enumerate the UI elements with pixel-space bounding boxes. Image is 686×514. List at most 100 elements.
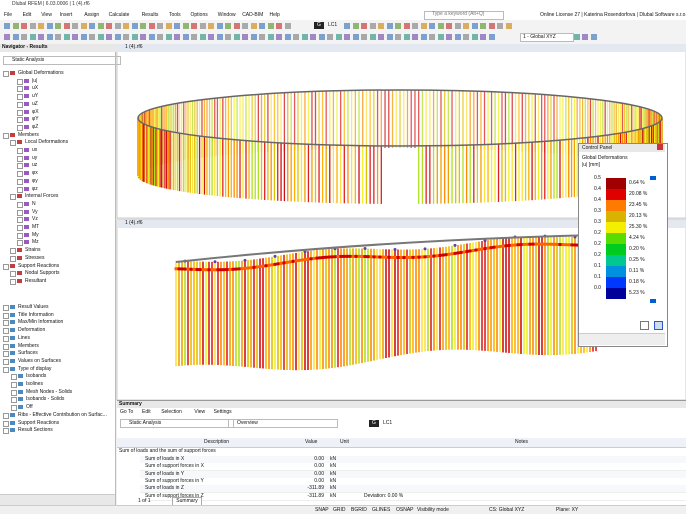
toolbar-icon[interactable] [395,23,401,29]
tree-item[interactable]: N [32,200,36,207]
toolbar-icon[interactable] [63,23,70,29]
tree-toggle[interactable] [17,86,23,93]
tree-item[interactable]: Mz [32,239,39,246]
menu-item[interactable]: Insert [59,12,73,18]
menu-item[interactable]: Help [269,12,280,18]
toolbar-icon[interactable] [395,34,401,40]
tree-item[interactable]: φY [32,116,39,123]
toolbar-icon[interactable] [55,23,61,29]
toolbar-icon[interactable] [386,23,393,29]
tree-toggle[interactable] [17,155,23,162]
toolbar-icon[interactable] [293,34,299,40]
toolbar-icon[interactable] [250,34,257,40]
toolbar-icon[interactable] [480,34,486,40]
toolbar-icon[interactable] [174,23,180,29]
tree-toggle[interactable] [3,305,9,311]
tree-toggle[interactable] [17,178,23,185]
toolbar-icon[interactable] [216,23,223,29]
tree-item[interactable]: Internal Forces [25,193,59,200]
toolbar-icon[interactable] [80,34,87,40]
toolbar-icon[interactable] [80,23,87,29]
toolbar-icon[interactable] [378,23,384,29]
tree-toggle[interactable] [10,255,16,262]
toolbar-icon[interactable] [505,23,512,29]
toolbar-icon[interactable] [352,34,359,40]
tree-item[interactable]: Local Deformations [25,139,69,146]
toolbar-icon[interactable] [199,34,206,40]
tree-item[interactable]: Vz [32,216,38,223]
toolbar-icon[interactable] [301,34,308,40]
toolbar-icon[interactable] [454,23,461,29]
tree-toggle[interactable] [10,194,16,201]
tree-item[interactable]: Title Information [18,311,54,318]
toolbar-icon[interactable] [4,34,10,40]
toolbar-icon[interactable] [29,23,36,29]
menu-item[interactable]: Calculate [108,12,130,18]
tree-toggle[interactable] [17,109,23,116]
toolbar-icon[interactable] [318,34,325,40]
analysis-select[interactable]: Static Analysis [3,56,121,65]
menu-item[interactable]: CAD-BIM [242,12,264,18]
toolbar-icon[interactable] [148,34,155,40]
toolbar-icon[interactable] [131,23,138,29]
tree-item[interactable]: Isobands - Solids [26,396,65,403]
tree-item[interactable]: uZ [32,100,38,107]
tree-toggle[interactable] [10,271,16,278]
toolbar-icon[interactable] [182,23,189,29]
toolbar-icon[interactable] [463,23,469,29]
toolbar-icon[interactable] [582,34,588,40]
menu-item[interactable]: View [41,12,52,18]
toolbar-icon[interactable] [420,34,427,40]
tree-item[interactable]: uY [32,93,39,100]
toolbar-icon[interactable] [446,34,452,40]
toolbar-icon[interactable] [157,34,163,40]
tree-item[interactable]: φx [32,170,38,177]
tree-toggle[interactable] [10,248,16,255]
toolbar-icon[interactable] [590,34,597,40]
menu-item[interactable]: Window [217,12,236,18]
tree-item[interactable]: uX [32,85,39,92]
tree-toggle[interactable] [11,389,17,396]
tree-item[interactable]: Result Values [18,304,49,310]
status-toggle[interactable]: GRID [333,507,346,513]
tree-item[interactable]: Members [18,131,39,138]
toolbar-icon[interactable] [471,23,478,29]
toolbar-icon[interactable] [429,34,435,40]
toolbar-icon[interactable] [216,34,223,40]
toolbar-icon[interactable] [131,34,138,40]
toolbar-icon[interactable] [284,34,291,40]
toolbar-icon[interactable] [463,34,469,40]
toolbar-icon[interactable] [429,23,435,29]
toolbar-icon[interactable] [276,34,282,40]
toolbar-icon[interactable] [208,34,214,40]
toolbar-icon[interactable] [352,23,359,29]
tree-item[interactable]: Ribs - Effective Contribution on Surfac.… [18,411,107,418]
toolbar-icon[interactable] [369,23,376,29]
tree-item[interactable]: Isolines [26,381,43,387]
menu-item[interactable]: File [4,12,13,18]
toolbar-icon[interactable] [114,23,121,29]
toolbar-icon[interactable] [140,23,146,29]
summary-menu-item[interactable]: Selection [161,409,182,415]
toolbar-icon[interactable] [55,34,61,40]
menu-item[interactable]: Assign [84,12,100,18]
toolbar-icon[interactable] [488,23,495,29]
toolbar-icon[interactable] [437,23,444,29]
toolbar-icon[interactable] [72,34,78,40]
tree-toggle[interactable] [11,374,17,381]
toolbar-icon[interactable] [225,34,231,40]
analysis-select[interactable]: Static Analysis [120,419,234,428]
panel-button[interactable] [640,321,649,330]
summary-menu-item[interactable]: Go To [120,409,134,415]
toolbar-icon[interactable] [386,34,393,40]
toolbar-icon[interactable] [233,34,240,40]
tree-toggle[interactable] [3,263,9,270]
tree-toggle[interactable] [17,124,23,131]
toolbar-icon[interactable] [165,34,172,40]
close-button[interactable] [657,144,663,150]
tree-item[interactable]: Nodal Supports [25,270,60,277]
tree-item[interactable]: |u| [32,77,38,84]
toolbar-icon[interactable] [259,23,265,29]
tree-item[interactable]: Vy [32,208,38,215]
tree-toggle[interactable] [11,405,17,412]
